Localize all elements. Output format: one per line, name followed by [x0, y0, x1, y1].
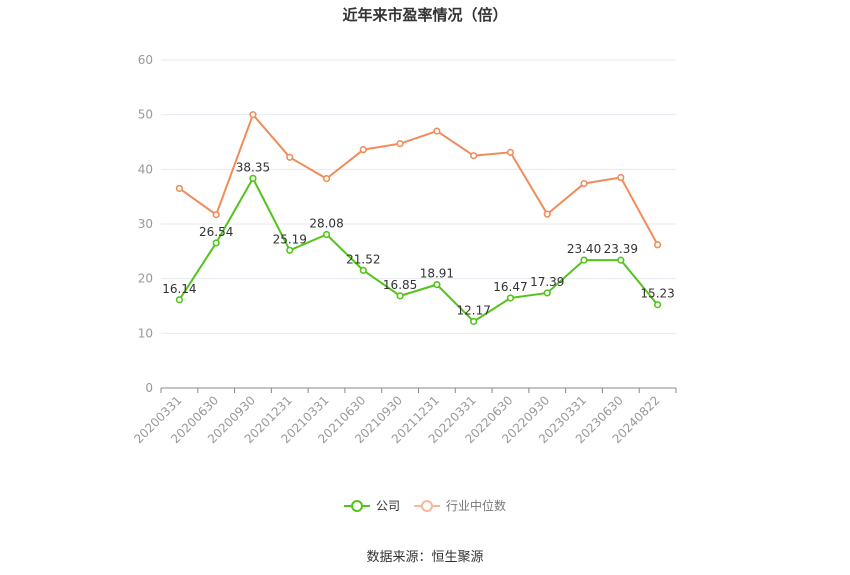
- data-point: [470, 152, 478, 160]
- data-point: [506, 148, 515, 156]
- data-point: [580, 256, 588, 264]
- data-point: [175, 296, 183, 304]
- data-label: 26.54: [199, 225, 233, 239]
- legend-item-industry-median[interactable]: 行业中位数: [414, 497, 506, 514]
- data-point: [212, 211, 220, 219]
- y-tick-label: 20: [138, 272, 153, 286]
- data-label: 38.35: [236, 160, 270, 174]
- series-line-1: [178, 113, 659, 246]
- y-tick-label: 0: [145, 381, 153, 395]
- legend-company-marker-icon: [343, 499, 370, 512]
- data-label: 23.39: [604, 242, 638, 256]
- data-label: 17.39: [530, 275, 564, 289]
- data-point: [543, 289, 551, 297]
- data-point: [543, 210, 551, 218]
- data-point: [286, 246, 294, 254]
- data-point: [617, 256, 625, 264]
- data-point: [654, 241, 662, 249]
- data-point: [396, 140, 404, 148]
- data-point: [249, 174, 257, 182]
- legend-label-industry-median: 行业中位数: [446, 499, 507, 513]
- data-point: [433, 281, 441, 289]
- data-label: 25.19: [273, 232, 307, 246]
- data-point: [359, 146, 367, 154]
- y-tick-label: 60: [138, 53, 153, 67]
- data-label: 21.52: [346, 252, 380, 266]
- chart-title: 近年来市盈率情况（倍）: [342, 6, 508, 24]
- legend-label-company: 公司: [375, 499, 400, 513]
- data-point: [654, 301, 662, 309]
- legend-industry-marker-icon: [414, 499, 440, 512]
- data-label: 16.47: [493, 280, 527, 294]
- data-point: [617, 173, 625, 182]
- data-label: 28.08: [309, 216, 343, 230]
- y-tick-label: 30: [138, 217, 153, 231]
- data-label: 16.85: [383, 278, 417, 292]
- data-label: 23.40: [567, 242, 601, 256]
- series-line-0: [178, 177, 659, 323]
- data-label: 16.14: [162, 282, 196, 296]
- data-point: [286, 153, 294, 161]
- data-source-note: 数据来源：恒生聚源: [366, 550, 484, 565]
- data-point: [322, 230, 331, 239]
- legend: 公司 行业中位数: [0, 497, 850, 514]
- data-label: 15.23: [640, 287, 674, 301]
- line-chart: 0102030405060202003312020063020200930202…: [131, 53, 677, 446]
- legend-item-company[interactable]: 公司: [343, 497, 400, 514]
- data-point: [359, 266, 367, 274]
- y-tick-label: 50: [138, 108, 153, 122]
- data-point: [470, 317, 478, 326]
- data-point: [322, 175, 331, 183]
- data-point: [249, 111, 257, 119]
- data-label: 12.17: [456, 303, 490, 317]
- data-point: [396, 292, 404, 300]
- data-point: [212, 239, 220, 247]
- y-tick-label: 40: [138, 162, 153, 176]
- data-point: [506, 294, 515, 302]
- y-tick-label: 10: [138, 326, 153, 340]
- data-point: [580, 179, 588, 188]
- data-label: 18.91: [420, 267, 454, 281]
- data-point: [433, 127, 441, 135]
- data-point: [175, 184, 183, 193]
